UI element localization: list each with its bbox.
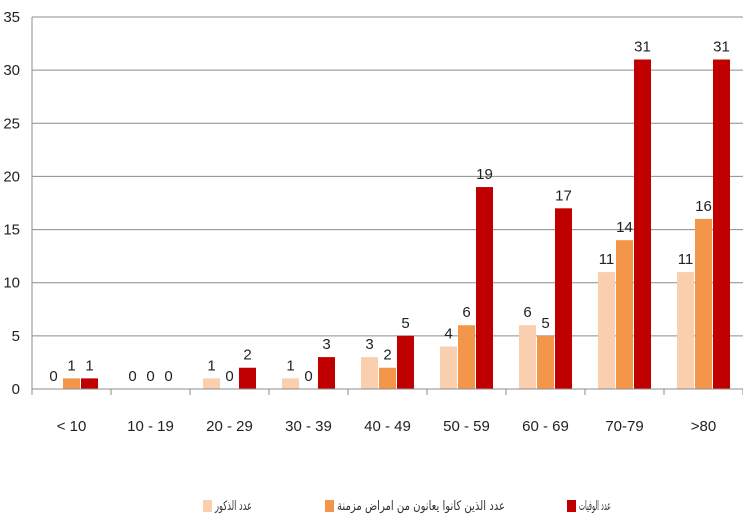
x-tick-label: 60 - 69 bbox=[522, 418, 569, 435]
bar bbox=[361, 357, 378, 389]
data-label: 0 bbox=[225, 368, 233, 385]
x-tick-label: 40 - 49 bbox=[364, 418, 411, 435]
data-label: 2 bbox=[243, 347, 251, 364]
bar bbox=[440, 346, 457, 389]
data-label: 1 bbox=[207, 357, 215, 374]
data-label: 16 bbox=[695, 198, 712, 215]
bar bbox=[81, 378, 98, 389]
bar bbox=[695, 218, 712, 389]
y-tick-label: 5 bbox=[12, 328, 20, 345]
bar bbox=[616, 240, 633, 389]
y-tick-label: 25 bbox=[3, 115, 20, 132]
legend-swatch bbox=[203, 500, 212, 512]
bar bbox=[519, 325, 536, 389]
bar bbox=[634, 59, 651, 390]
data-label: 6 bbox=[523, 304, 531, 321]
x-tick-label: 50 - 59 bbox=[443, 418, 490, 435]
data-label: 6 bbox=[462, 304, 470, 321]
data-label: 0 bbox=[49, 368, 57, 385]
data-label: 31 bbox=[634, 39, 651, 56]
bar bbox=[555, 208, 572, 389]
data-label: 11 bbox=[599, 251, 615, 268]
y-tick-label: 15 bbox=[3, 222, 20, 239]
bar bbox=[63, 378, 80, 389]
data-label: 17 bbox=[555, 187, 572, 204]
data-label: 0 bbox=[128, 368, 136, 385]
data-label: 1 bbox=[286, 357, 294, 374]
data-label: 3 bbox=[322, 336, 330, 353]
x-tick-label: 10 - 19 bbox=[127, 418, 174, 435]
data-label: 1 bbox=[67, 357, 75, 374]
bar bbox=[203, 378, 220, 389]
bar bbox=[318, 357, 335, 389]
bar bbox=[379, 367, 396, 389]
y-tick-label: 20 bbox=[3, 168, 20, 185]
y-tick-label: 35 bbox=[3, 9, 20, 26]
data-label: 0 bbox=[164, 368, 172, 385]
bars bbox=[63, 59, 730, 390]
y-tick-label: 0 bbox=[12, 381, 20, 398]
bar bbox=[713, 59, 730, 390]
bar bbox=[397, 335, 414, 389]
x-tick-label: 20 - 29 bbox=[206, 418, 253, 435]
legend-swatch bbox=[567, 500, 576, 512]
gridlines bbox=[31, 16, 743, 389]
data-label: 3 bbox=[365, 336, 373, 353]
data-label: 1 bbox=[85, 357, 93, 374]
y-axis-ticks: 0 5 10 15 20 25 30 35 bbox=[3, 9, 20, 398]
bar bbox=[598, 272, 615, 389]
legend-swatch bbox=[325, 500, 334, 512]
bar bbox=[458, 325, 475, 389]
data-label: 4 bbox=[444, 325, 452, 342]
legend-label: عدد الذين كانوا يعانون من امراض مزمنة bbox=[337, 499, 505, 514]
legend-label: عدد الوفيات bbox=[579, 499, 611, 514]
data-label: 19 bbox=[476, 166, 493, 183]
data-label: 2 bbox=[383, 347, 391, 364]
data-label: 0 bbox=[304, 368, 312, 385]
data-label: 5 bbox=[541, 315, 549, 332]
bar bbox=[476, 187, 493, 389]
x-tick-label: < 10 bbox=[57, 418, 87, 435]
data-label: 5 bbox=[401, 315, 409, 332]
data-label: 11 bbox=[678, 251, 694, 268]
bar bbox=[239, 367, 256, 389]
y-tick-label: 10 bbox=[3, 275, 20, 292]
x-axis: < 10 10 - 19 20 - 29 30 - 39 40 - 49 50 - 59 6… bbox=[31, 388, 743, 435]
x-tick-label: 70-79 bbox=[605, 418, 643, 435]
x-tick-label: 30 - 39 bbox=[285, 418, 332, 435]
data-label: 0 bbox=[146, 368, 154, 385]
bar bbox=[282, 378, 299, 389]
data-label: 31 bbox=[713, 39, 730, 56]
x-tick-label: >80 bbox=[691, 418, 716, 435]
bar bbox=[677, 272, 694, 389]
legend-label: عدد الذكور bbox=[214, 499, 252, 514]
data-label: 14 bbox=[616, 219, 633, 236]
y-tick-label: 30 bbox=[3, 62, 20, 79]
bar bbox=[537, 335, 554, 389]
legend: عدد الذكور عدد الذين كانوا يعانون من امرا… bbox=[203, 499, 611, 514]
